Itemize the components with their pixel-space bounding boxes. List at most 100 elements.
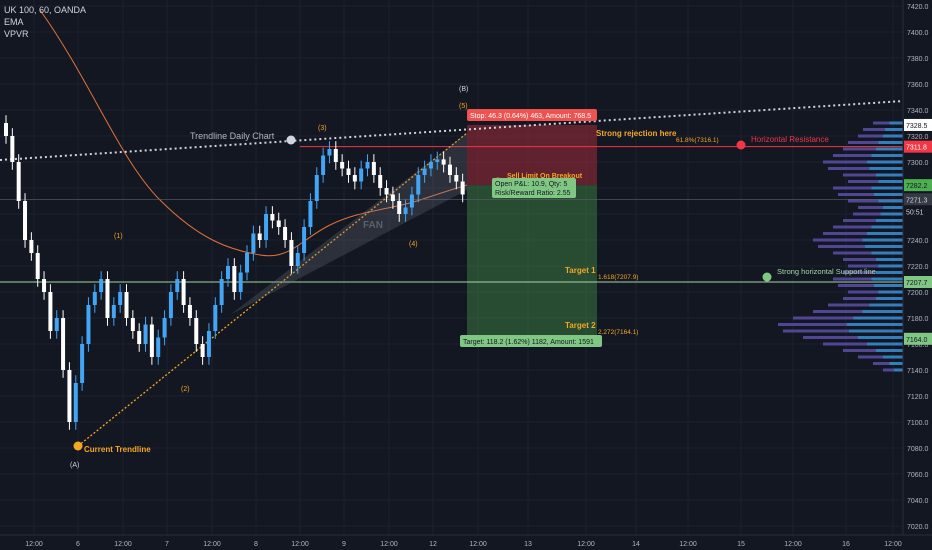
volume-bar-sell (813, 238, 863, 242)
stop-loss-zone[interactable] (467, 124, 597, 186)
candle-body[interactable] (460, 181, 465, 195)
candle-body[interactable] (352, 175, 357, 182)
candle-body[interactable] (428, 162, 433, 169)
candle-body[interactable] (86, 305, 91, 344)
target-label-bg[interactable] (460, 335, 602, 347)
fan-shape[interactable] (230, 133, 467, 315)
candle-body[interactable] (156, 337, 161, 358)
candle-body[interactable] (16, 162, 21, 201)
candle-body[interactable] (23, 201, 28, 240)
candle-body[interactable] (264, 214, 269, 240)
candle-body[interactable] (118, 292, 123, 305)
candle-body[interactable] (295, 253, 300, 266)
candle-body[interactable] (111, 305, 116, 318)
candle-body[interactable] (162, 318, 167, 338)
candle-body[interactable] (42, 279, 47, 292)
candle-body[interactable] (67, 370, 72, 422)
candle-body[interactable] (137, 331, 142, 344)
trendline-handle[interactable] (286, 135, 296, 145)
candle-body[interactable] (245, 253, 250, 273)
candle-body[interactable] (251, 233, 256, 254)
candle-body[interactable] (124, 292, 129, 318)
candle-body[interactable] (48, 292, 53, 331)
price-tick-label: 7400.0 (907, 30, 929, 37)
candle-body[interactable] (441, 159, 446, 165)
candle-body[interactable] (187, 305, 192, 318)
resistance-handle[interactable] (736, 140, 746, 150)
candle-body[interactable] (346, 168, 351, 176)
candle-body[interactable] (130, 318, 135, 331)
candle-body[interactable] (54, 318, 59, 331)
candle-body[interactable] (225, 266, 230, 279)
symbol-title[interactable]: UK 100, 60, OANDA (4, 5, 87, 15)
candle-body[interactable] (327, 149, 332, 156)
candle-body[interactable] (29, 240, 34, 253)
candle-body[interactable] (454, 175, 459, 182)
volume-bar-buy (869, 303, 903, 307)
vpvr-indicator-label[interactable]: VPVR (4, 29, 29, 39)
candle-body[interactable] (61, 318, 66, 370)
candle-body[interactable] (289, 240, 294, 266)
volume-bar-buy (876, 258, 903, 261)
candle-body[interactable] (10, 136, 15, 162)
candle-body[interactable] (206, 331, 211, 357)
current-trendline-handle[interactable] (73, 441, 83, 451)
candle-body[interactable] (283, 227, 288, 240)
candle-body[interactable] (149, 324, 154, 358)
candle-body[interactable] (340, 162, 345, 169)
candle-body[interactable] (435, 159, 440, 162)
candle-body[interactable] (92, 292, 97, 305)
candle-body[interactable] (194, 318, 199, 344)
candle-body[interactable] (232, 266, 237, 292)
volume-bar-sell (823, 232, 867, 235)
candle-body[interactable] (378, 175, 383, 188)
price-tag-bg (904, 275, 932, 288)
candle-body[interactable] (105, 279, 110, 318)
candle-body[interactable] (409, 194, 414, 208)
candle-body[interactable] (359, 168, 364, 182)
ema-indicator-label[interactable]: EMA (4, 17, 24, 27)
volume-bar-buy (878, 141, 903, 144)
candle-body[interactable] (99, 279, 104, 292)
candle-body[interactable] (73, 383, 78, 422)
candle-body[interactable] (422, 168, 427, 176)
current-trendline[interactable] (77, 132, 468, 447)
candle-body[interactable] (181, 279, 186, 305)
candle-body[interactable] (143, 324, 148, 345)
candle-body[interactable] (200, 344, 205, 357)
candle-body[interactable] (308, 201, 313, 227)
candle-body[interactable] (270, 214, 275, 221)
candle-body[interactable] (219, 279, 224, 305)
candle-body[interactable] (238, 272, 243, 293)
candle-body[interactable] (390, 194, 395, 202)
candle-body[interactable] (397, 201, 402, 214)
volume-bar-sell (843, 219, 876, 222)
support-handle[interactable] (762, 272, 772, 282)
candle-body[interactable] (384, 188, 389, 195)
candle-body[interactable] (257, 233, 262, 241)
candle-body[interactable] (276, 220, 281, 228)
volume-bar-buy (869, 167, 903, 170)
candle-body[interactable] (314, 175, 319, 201)
candle-body[interactable] (371, 162, 376, 175)
candle-body[interactable] (321, 155, 326, 176)
candle-body[interactable] (168, 292, 173, 318)
price-tag: 7207.7 (906, 280, 928, 287)
stop-label-bg[interactable] (467, 109, 597, 121)
candle-body[interactable] (403, 207, 408, 215)
candle-body[interactable] (447, 164, 452, 175)
wave-label-5: (5) (459, 103, 468, 110)
pnl-box-bg[interactable] (492, 178, 576, 198)
candle-body[interactable] (175, 279, 180, 292)
candle-body[interactable] (80, 344, 85, 383)
take-profit-zone[interactable] (467, 185, 597, 339)
candle-body[interactable] (365, 162, 370, 169)
candle-body[interactable] (302, 227, 307, 253)
candle-body[interactable] (35, 253, 40, 279)
candle-body[interactable] (416, 175, 421, 195)
daily-trendline[interactable] (0, 100, 904, 161)
candle-body[interactable] (213, 305, 218, 331)
candle-body[interactable] (4, 123, 8, 136)
candle-body[interactable] (333, 149, 338, 162)
